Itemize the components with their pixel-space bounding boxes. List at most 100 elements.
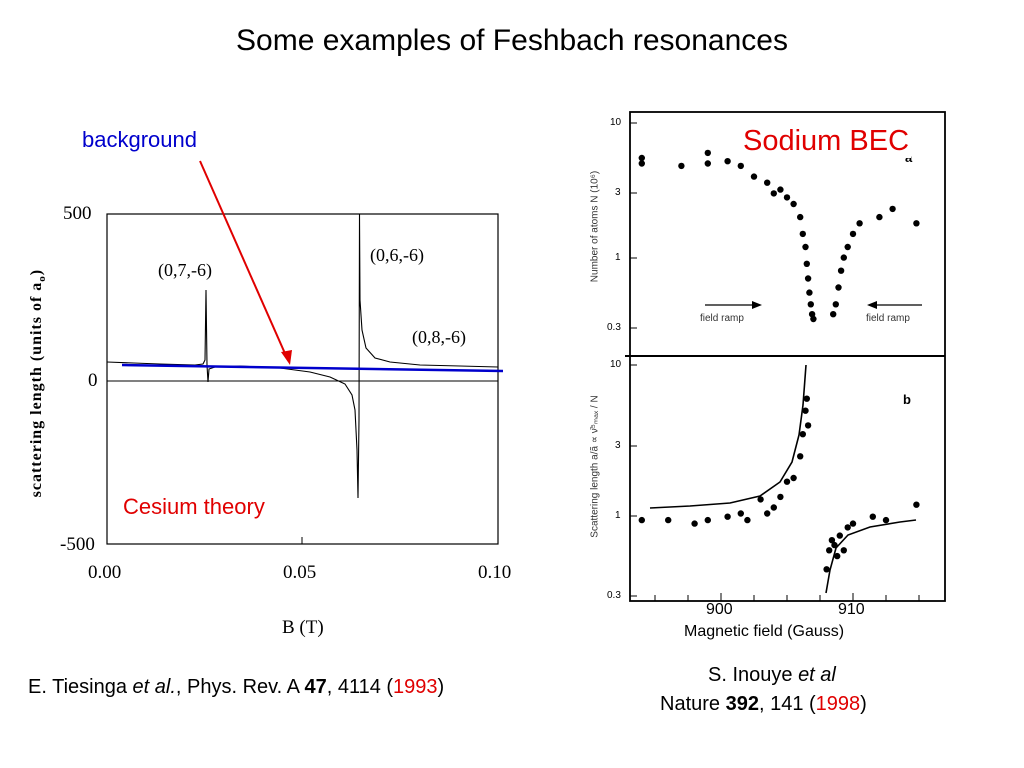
sodium-xlabel: Magnetic field (Gauss): [684, 623, 845, 640]
panel-a-data-point: [704, 149, 711, 157]
cesium-theory-annotation: Cesium theory: [123, 494, 265, 519]
sodium-xtick-label: 910: [838, 601, 865, 618]
panel-a-data-point: [876, 213, 883, 221]
cesium-theory-curve: [106, 213, 499, 499]
reference-inouye-journal: Nature 392, 141 (1998): [660, 693, 867, 715]
sodium-xtick-marks: [654, 593, 920, 601]
panel-a-points: [638, 149, 920, 323]
panel-b-fit-left: [649, 364, 807, 509]
panel-b-yticks: [630, 364, 637, 597]
panel-a-data-point: [777, 186, 784, 193]
panel-b-fit-right: [825, 519, 917, 594]
panel-b-data-point: [777, 493, 784, 501]
panel-a-ytick-label: 0.3: [607, 322, 621, 333]
panel-b-data-point: [804, 422, 812, 429]
sodium-xtick-label: 900: [706, 601, 733, 618]
panel-b-data-point: [913, 501, 920, 508]
panel-a-data-point: [804, 275, 812, 282]
panel-b-data-point: [826, 547, 833, 554]
panel-a-data-point: [704, 160, 711, 167]
panel-b-data-point: [828, 537, 836, 544]
panel-a-data-point: [764, 179, 771, 186]
panel-a-ylabel: Number of atoms N (10⁶): [589, 170, 601, 283]
panel-a-ytick-label: 1: [615, 252, 621, 263]
panel-b-data-point: [764, 510, 771, 517]
xtick-label: 0.00: [88, 562, 122, 583]
panel-b-data-point: [823, 566, 830, 573]
panel-a-ytick-label: 10: [610, 117, 622, 128]
panel-b-ytick-label: 0.3: [607, 590, 621, 601]
panel-a-ytick-label: 3: [615, 187, 621, 198]
sodium-bec-title: Sodium BEC: [741, 125, 912, 158]
resonance-label-0-8-6: (0,8,-6): [412, 327, 466, 347]
panel-a-data-point: [837, 267, 845, 274]
panel-a-data-point: [844, 243, 851, 251]
field-ramp-left-arrowhead: [752, 301, 762, 309]
panel-b-ytick-label: 10: [610, 359, 622, 370]
panel-b-data-point: [704, 516, 711, 524]
background-annotation: background: [82, 127, 197, 152]
resonance-label-0-7-6: (0,7,-6): [158, 260, 212, 280]
panel-a-data-point: [832, 301, 839, 308]
panel-b-points: [638, 395, 920, 573]
panel-b-data-point: [882, 516, 890, 524]
cesium-xlabel: B (T): [282, 617, 324, 638]
panel-b-data-point: [797, 453, 804, 460]
panel-b-ytick-label: 3: [615, 440, 621, 451]
panel-b-label: b: [903, 392, 911, 407]
panel-a-data-point: [808, 311, 816, 318]
panel-a-data-point: [803, 260, 810, 267]
panel-a-data-point: [810, 315, 817, 323]
panel-b-data-point: [840, 547, 847, 554]
panel-b-data-point: [831, 541, 838, 549]
background-arrow-head: [281, 350, 292, 365]
panel-a-data-point: [737, 162, 744, 170]
ytick-label: 500: [63, 203, 92, 224]
panel-a-data-point: [806, 289, 813, 296]
panel-a-data-point: [770, 190, 777, 197]
panel-b-data-point: [790, 474, 797, 482]
panel-a-data-point: [913, 220, 920, 227]
ytick-label: -500: [60, 534, 95, 555]
xtick-label: 0.05: [283, 562, 317, 583]
panel-b-data-point: [834, 552, 841, 560]
panel-a-data-point: [830, 311, 837, 318]
panel-b-data-point: [744, 516, 751, 524]
panel-b-data-point: [803, 395, 810, 402]
slide-title: Some examples of Feshbach resonances: [236, 24, 788, 57]
panel-a-data-point: [807, 301, 814, 308]
panel-b-data-point: [770, 504, 777, 511]
panel-b-data-point: [802, 407, 809, 414]
xtick-label: 0.10: [478, 562, 512, 583]
field-ramp-right-label: field ramp: [866, 313, 910, 324]
panel-a-data-point: [678, 162, 685, 170]
panel-b-data-point: [836, 532, 843, 539]
panel-b-ylabel: Scattering length a/ã ∝ ν̄⁵ₘₐₓ / N: [589, 395, 601, 538]
panel-a-data-point: [724, 158, 731, 165]
field-ramp-right-arrowhead: [867, 301, 877, 309]
panel-a-data-point: [856, 220, 863, 227]
panel-b-data-point: [724, 513, 731, 520]
panel-a-data-point: [799, 230, 806, 238]
panel-a-data-point: [797, 213, 804, 221]
panel-a-data-point: [750, 173, 758, 180]
panel-a-data-point: [889, 205, 896, 213]
ytick-label: 0: [88, 370, 98, 391]
panel-b-data-point: [757, 496, 764, 503]
panel-b-data-point: [665, 516, 672, 524]
background-line: [121, 363, 504, 373]
reference-tiesinga: E. Tiesinga et al., Phys. Rev. A 47, 411…: [28, 676, 445, 698]
panel-b-data-point: [783, 478, 791, 485]
panel-b-ytick-label: 1: [615, 510, 621, 521]
resonance-label-0-6-6: (0,6,-6): [370, 245, 424, 265]
panel-b-data-point: [691, 520, 698, 527]
panel-a-data-point: [783, 194, 791, 201]
panel-b-data-point: [849, 520, 857, 527]
panel-b-data-point: [869, 513, 876, 520]
reference-inouye-authors: S. Inouye et al: [708, 664, 836, 686]
panel-a-data-point: [638, 160, 645, 167]
panel-a-data-point: [638, 154, 645, 162]
panel-a-data-point: [849, 230, 857, 238]
